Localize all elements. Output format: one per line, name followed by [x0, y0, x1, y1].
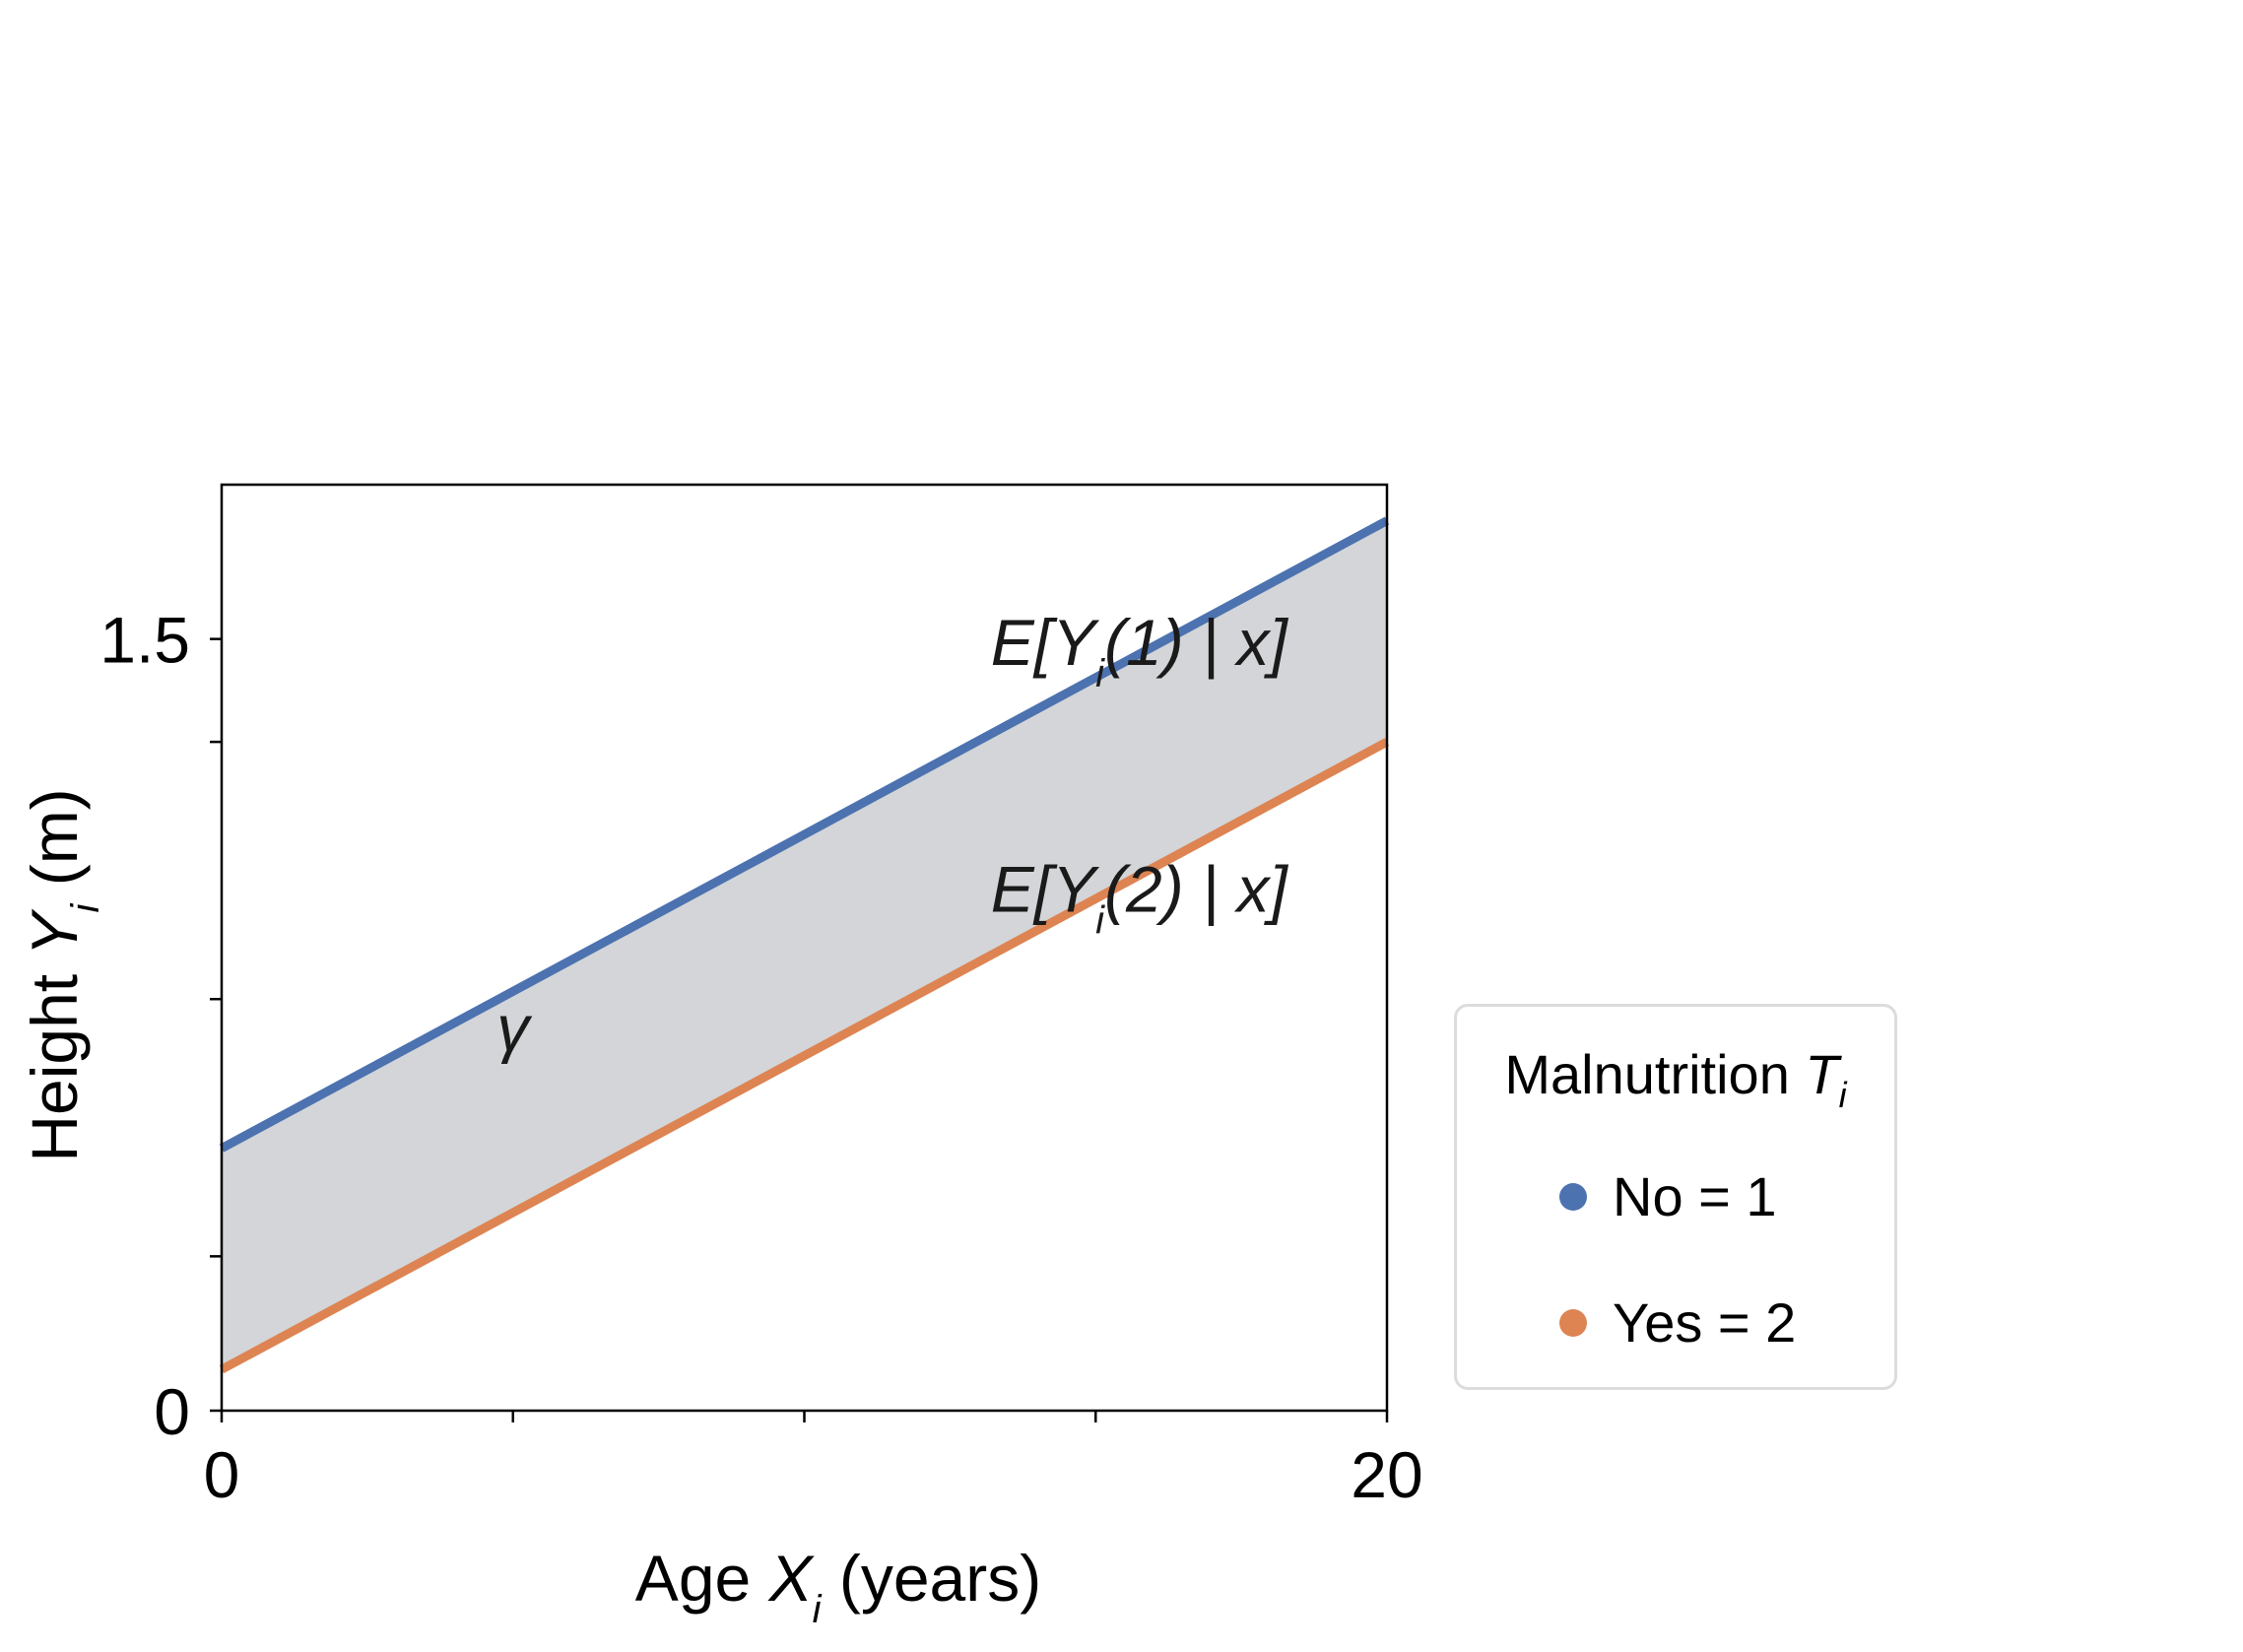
series-line-no	[219, 516, 1390, 1153]
x-tick-label: 20	[1351, 1438, 1422, 1511]
plot-area	[219, 516, 1390, 1374]
legend-label-no: No = 1	[1613, 1165, 1777, 1227]
legend-marker-yes	[1559, 1308, 1587, 1337]
shaded-region	[222, 520, 1387, 1370]
x-axis-label: Age Xi (years)	[635, 1542, 1041, 1631]
legend: Malnutrition Ti No = 1 Yes = 2	[1454, 1004, 1897, 1390]
axes: 0 20 0 1.5	[99, 483, 1423, 1511]
legend-marker-no	[1559, 1182, 1587, 1211]
annotation-expected-y1: E[Yi(1) | x]	[991, 606, 1289, 695]
y-tick-label: 0	[154, 1375, 190, 1448]
series-line-yes	[219, 738, 1390, 1374]
legend-title: Malnutrition Ti	[1504, 1043, 1847, 1115]
legend-item-yes: Yes = 2	[1559, 1290, 1796, 1355]
y-axis-label: Height Yi (m)	[18, 788, 107, 1161]
y-tick-label: 1.5	[99, 604, 190, 677]
legend-label-yes: Yes = 2	[1613, 1291, 1797, 1354]
legend-item-no: No = 1	[1559, 1164, 1777, 1228]
x-tick-label: 0	[204, 1438, 240, 1511]
labels: Age Xi (years) Height Yi (m) E[Yi(1) | x…	[18, 606, 1289, 1631]
annotation-expected-y2: E[Yi(2) | x]	[991, 852, 1289, 942]
annotation-gamma: γ	[496, 991, 533, 1064]
